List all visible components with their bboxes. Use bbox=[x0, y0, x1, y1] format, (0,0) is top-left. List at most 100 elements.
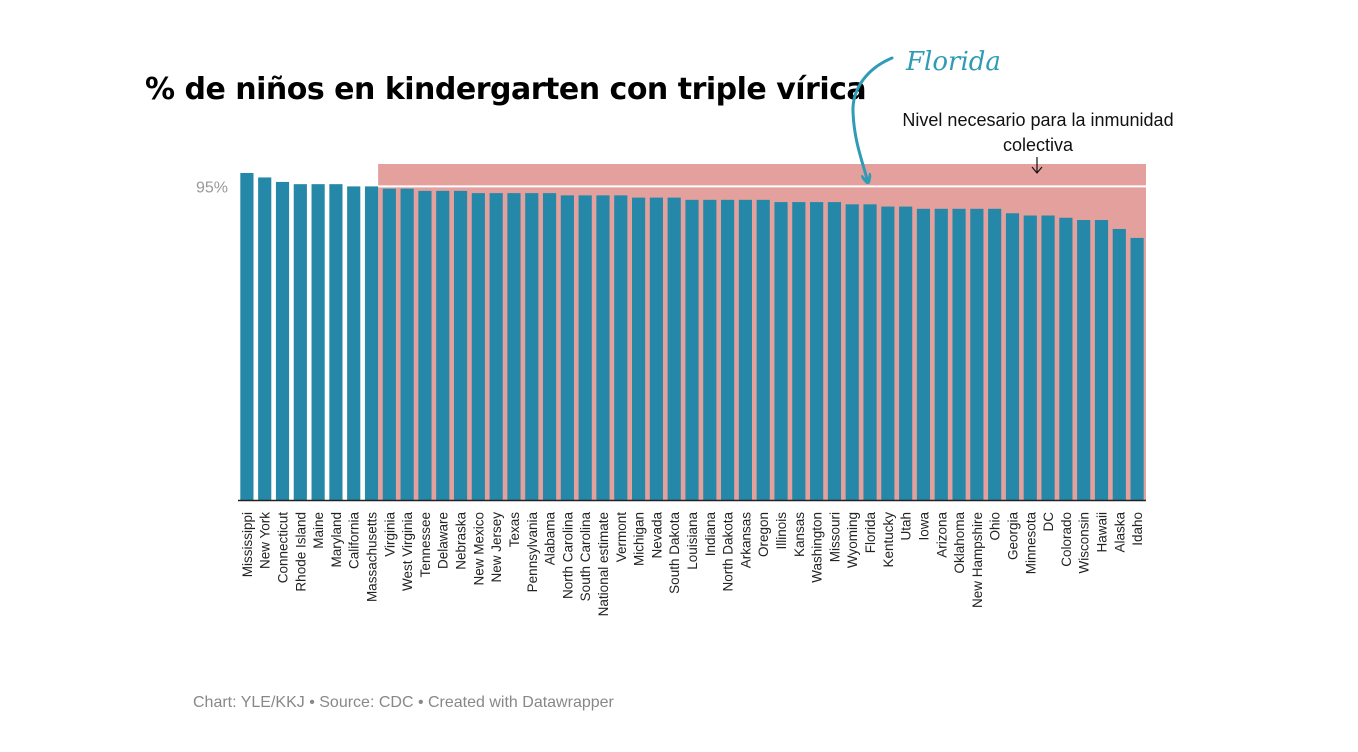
bar-delaware bbox=[436, 190, 450, 500]
florida-callout-arrow-icon bbox=[851, 56, 894, 179]
x-tick-label: Nevada bbox=[649, 512, 664, 559]
bar-kansas bbox=[792, 202, 806, 500]
x-tick-label: Minnesota bbox=[1023, 512, 1038, 575]
bar-vermont bbox=[614, 195, 628, 501]
x-tick-label: Tennessee bbox=[418, 512, 433, 577]
bar-new-york bbox=[258, 177, 272, 500]
bar-pennsylvania bbox=[525, 193, 539, 500]
x-tick-label: Georgia bbox=[1005, 512, 1020, 561]
bar-new-hampshire bbox=[970, 208, 984, 501]
bar-dc bbox=[1041, 215, 1055, 500]
threshold-annotation-arrow-icon bbox=[1031, 157, 1043, 174]
x-tick-label: New York bbox=[258, 512, 273, 569]
x-tick-label: Ohio bbox=[988, 512, 1003, 541]
bar-south-dakota bbox=[667, 197, 681, 500]
x-tick-label: Delaware bbox=[436, 512, 451, 569]
bar-maine bbox=[311, 184, 325, 500]
threshold-annotation-line2: colectiva bbox=[1003, 135, 1074, 155]
x-tick-label: California bbox=[347, 512, 362, 570]
bar-nevada bbox=[649, 197, 663, 500]
x-tick-label: Indiana bbox=[703, 512, 718, 557]
x-tick-label: Louisiana bbox=[685, 512, 700, 570]
bar-idaho bbox=[1130, 237, 1144, 501]
bar-wisconsin bbox=[1077, 220, 1091, 500]
x-tick-label: Hawaii bbox=[1094, 512, 1109, 553]
x-tick-label: Michigan bbox=[632, 512, 647, 566]
x-tick-label: Wisconsin bbox=[1077, 512, 1092, 574]
bar-massachusetts bbox=[364, 186, 379, 500]
bar-new-jersey bbox=[489, 193, 503, 500]
bar-washington bbox=[810, 202, 824, 500]
bar-nebraska bbox=[453, 190, 468, 500]
x-tick-label: Vermont bbox=[614, 512, 629, 563]
bar-west-virginia bbox=[400, 188, 414, 500]
x-tick-label: DC bbox=[1041, 512, 1056, 532]
bar-ohio bbox=[988, 208, 1002, 501]
bar-colorado bbox=[1059, 217, 1073, 500]
bar-florida bbox=[863, 204, 877, 500]
threshold-annotation-line1: Nivel necesario para la inmunidad bbox=[902, 110, 1173, 130]
x-tick-label: Missouri bbox=[827, 512, 842, 562]
chart-footer: Chart: YLE/KKJ • Source: CDC • Created w… bbox=[193, 694, 614, 711]
x-tick-label: Texas bbox=[507, 512, 522, 548]
x-tick-label: Maine bbox=[311, 512, 326, 549]
florida-callout-label: Florida bbox=[905, 47, 1001, 77]
bar-illinois bbox=[774, 202, 788, 500]
bar-oregon bbox=[756, 199, 770, 500]
bar-arizona bbox=[934, 208, 948, 501]
bar-georgia bbox=[1005, 213, 1020, 500]
bar-louisiana bbox=[685, 199, 699, 500]
x-tick-label: Kentucky bbox=[881, 512, 896, 568]
x-tick-label: Idaho bbox=[1130, 512, 1145, 546]
bar-connecticut bbox=[275, 181, 290, 501]
bar-california bbox=[347, 186, 361, 500]
x-tick-label: Wyoming bbox=[845, 512, 860, 568]
bar-arkansas bbox=[738, 199, 752, 500]
bar-south-carolina bbox=[578, 195, 592, 501]
x-tick-label: South Dakota bbox=[667, 512, 682, 594]
x-tick-label: Connecticut bbox=[276, 512, 291, 584]
bar-maryland bbox=[329, 184, 343, 500]
x-tick-label: West Virginia bbox=[400, 512, 415, 592]
x-tick-label: Maryland bbox=[329, 512, 344, 568]
bar-mississippi bbox=[240, 172, 254, 500]
x-tick-label: Oklahoma bbox=[952, 512, 967, 574]
bar-tennessee bbox=[418, 190, 432, 500]
y-tick-label: 95% bbox=[196, 179, 228, 196]
x-tick-label: South Carolina bbox=[578, 512, 593, 602]
x-tick-label: Utah bbox=[899, 512, 914, 541]
x-tick-label: Pennsylvania bbox=[525, 512, 540, 593]
x-tick-label: Colorado bbox=[1059, 512, 1074, 567]
x-tick-label: New Hampshire bbox=[970, 512, 985, 608]
bar-oklahoma bbox=[952, 208, 966, 501]
x-tick-label: Virginia bbox=[382, 512, 397, 557]
x-tick-label: New Jersey bbox=[489, 512, 504, 583]
x-tick-label: Nebraska bbox=[454, 512, 469, 570]
bar-minnesota bbox=[1023, 215, 1037, 500]
bar-kentucky bbox=[881, 206, 895, 500]
x-tick-label: Arizona bbox=[934, 512, 949, 558]
x-tick-label: Oregon bbox=[756, 512, 771, 557]
x-tick-label: Iowa bbox=[916, 512, 931, 541]
bar-iowa bbox=[916, 208, 931, 501]
x-tick-label: Kansas bbox=[792, 512, 807, 557]
x-tick-label: Massachusetts bbox=[365, 512, 380, 602]
x-tick-label: Florida bbox=[863, 512, 878, 554]
bar-alaska bbox=[1112, 228, 1126, 500]
bar-north-dakota bbox=[721, 199, 735, 500]
x-tick-label: North Dakota bbox=[721, 512, 736, 592]
x-tick-label: Alabama bbox=[543, 512, 558, 566]
bar-hawaii bbox=[1094, 220, 1109, 500]
bar-national-estimate bbox=[596, 195, 610, 501]
bar-virginia bbox=[382, 188, 396, 500]
bar-rhode-island bbox=[293, 184, 307, 500]
bar-wyoming bbox=[845, 204, 859, 500]
x-tick-label: Washington bbox=[810, 512, 825, 583]
x-tick-label: Arkansas bbox=[738, 512, 753, 569]
x-tick-label: Illinois bbox=[774, 512, 789, 550]
bar-texas bbox=[507, 193, 521, 500]
bar-utah bbox=[899, 206, 913, 500]
x-tick-label: Mississippi bbox=[240, 512, 255, 577]
x-tick-label: Alaska bbox=[1112, 512, 1127, 553]
x-tick-label: National estimate bbox=[596, 512, 611, 616]
